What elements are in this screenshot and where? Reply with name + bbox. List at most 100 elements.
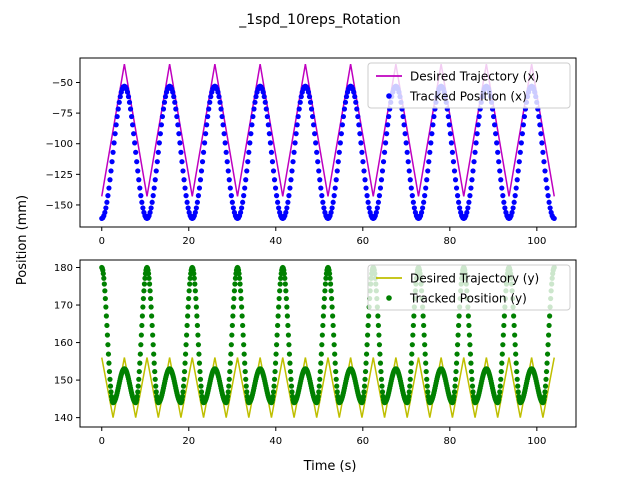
bottom-data-point <box>465 313 471 319</box>
bottom-legend: Desired Trajectory (y) Tracked Position (… <box>367 264 571 311</box>
top-data-point <box>208 94 214 100</box>
bottom-data-point <box>500 342 506 348</box>
bottom-data-point <box>229 332 235 338</box>
top-data-point <box>316 168 322 174</box>
bottom-data-point <box>512 332 518 338</box>
bottom-data-point <box>104 322 110 329</box>
top-data-point <box>341 106 348 112</box>
top-data-point <box>536 113 542 120</box>
top-data-point <box>543 177 549 183</box>
top-data-point <box>342 99 349 105</box>
bottom-data-point <box>515 383 521 389</box>
top-data-point <box>247 140 253 146</box>
top-data-point <box>453 185 460 191</box>
bottom-y-tick-label: 140 <box>54 413 73 424</box>
bottom-data-point <box>542 389 548 395</box>
bottom-data-point <box>288 383 295 389</box>
bottom-data-point <box>196 351 202 357</box>
bottom-data-point <box>140 295 146 302</box>
top-data-point <box>223 149 229 155</box>
top-data-point <box>273 193 280 199</box>
bottom-data-point <box>135 389 141 395</box>
top-data-point <box>133 149 139 155</box>
top-data-point <box>334 168 340 174</box>
bottom-data-point <box>197 376 204 382</box>
top-data-point <box>351 89 357 95</box>
top-data-point <box>292 140 298 146</box>
bottom-data-point <box>136 376 142 382</box>
bottom-data-point <box>191 271 197 277</box>
top-legend-label: Desired Trajectory (x) <box>410 70 539 84</box>
top-data-point <box>296 106 302 112</box>
top-data-point <box>152 177 158 183</box>
top-data-point <box>227 185 233 191</box>
bottom-data-point <box>363 360 369 366</box>
bottom-data-point <box>230 313 236 319</box>
top-data-point <box>225 168 231 174</box>
bottom-data-point <box>329 304 335 310</box>
top-data-point <box>338 131 344 137</box>
bottom-data-point <box>194 313 200 319</box>
top-data-point <box>205 113 211 120</box>
top-data-point <box>511 199 517 205</box>
top-data-point <box>230 205 236 211</box>
top-data-point <box>471 159 477 165</box>
bottom-x-tick-label: 0 <box>99 436 105 447</box>
top-data-point <box>339 122 345 128</box>
top-data-point <box>426 159 432 165</box>
top-data-point <box>330 199 336 205</box>
top-data-point <box>546 199 552 205</box>
bottom-data-point <box>153 389 159 395</box>
top-data-point <box>203 131 209 137</box>
top-data-point <box>517 149 523 155</box>
top-data-point <box>140 205 146 211</box>
bottom-data-point <box>467 351 474 357</box>
bottom-data-point <box>140 304 146 310</box>
top-data-point <box>380 159 387 165</box>
bottom-data-point <box>379 383 385 389</box>
bottom-data-point <box>196 360 203 366</box>
top-data-point <box>512 193 518 199</box>
top-data-point <box>239 205 245 211</box>
top-data-point <box>406 168 412 174</box>
top-data-point <box>249 122 255 128</box>
bottom-data-point <box>543 368 550 375</box>
top-data-point <box>216 94 222 100</box>
bottom-data-point <box>275 322 281 329</box>
bottom-data-point <box>424 376 430 382</box>
bottom-data-point <box>333 368 339 375</box>
bottom-data-point <box>287 360 293 366</box>
top-data-point <box>500 193 506 199</box>
top-data-point <box>198 168 205 174</box>
top-data-point <box>289 168 295 174</box>
top-data-point <box>519 131 525 137</box>
bottom-data-point <box>362 376 368 382</box>
bottom-data-point <box>511 313 517 319</box>
top-data-point <box>246 149 252 155</box>
top-data-point <box>178 149 184 155</box>
bottom-data-point <box>149 322 155 329</box>
top-data-point <box>197 177 204 183</box>
top-data-point <box>241 193 247 199</box>
bottom-data-point <box>185 313 191 319</box>
top-data-point <box>285 199 291 205</box>
top-data-point <box>320 199 326 205</box>
top-data-point <box>312 131 318 137</box>
top-axes-frame <box>79 57 577 228</box>
top-data-point <box>497 168 503 174</box>
bottom-data-point <box>272 360 279 366</box>
top-data-point <box>243 177 249 183</box>
top-data-point <box>424 177 430 183</box>
bottom-data-point <box>139 322 145 329</box>
top-data-point <box>343 94 350 100</box>
top-data-point <box>317 177 323 183</box>
bottom-data-point <box>102 288 108 294</box>
bottom-data-point <box>274 332 280 338</box>
bottom-data-point <box>500 332 506 338</box>
bottom-data-point <box>198 383 204 389</box>
bottom-data-point <box>284 304 290 310</box>
top-data-point <box>176 131 182 137</box>
top-data-point <box>537 122 543 128</box>
bottom-data-point <box>425 389 431 395</box>
top-data-point <box>271 177 278 183</box>
